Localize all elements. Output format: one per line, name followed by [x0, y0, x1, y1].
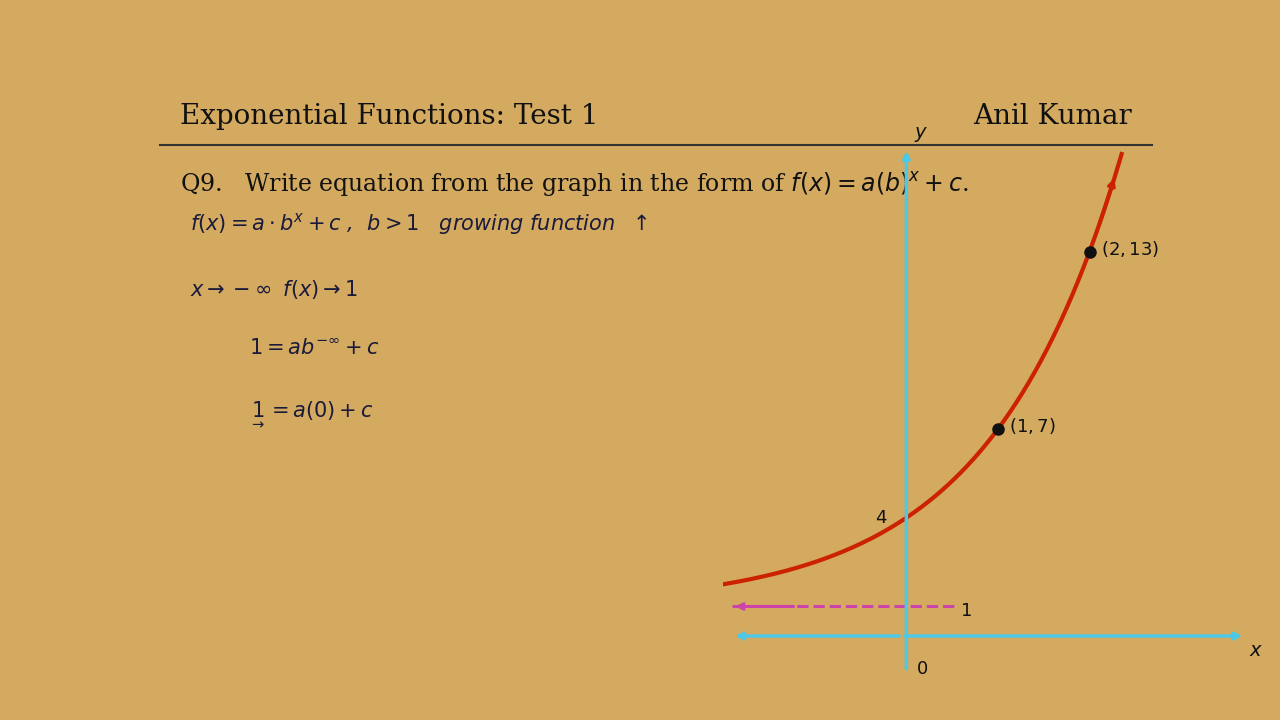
Text: Anil Kumar: Anil Kumar	[973, 103, 1132, 130]
Text: $1 = ab^{-\infty} + c$: $1 = ab^{-\infty} + c$	[250, 338, 380, 359]
Text: 1: 1	[961, 602, 973, 620]
Text: $(2, 13)$: $(2, 13)$	[1101, 238, 1158, 258]
Text: x: x	[1249, 642, 1261, 660]
Text: 4: 4	[874, 509, 886, 527]
Text: $x \to -\infty \;\; f(x) \to 1$: $x \to -\infty \;\; f(x) \to 1$	[189, 278, 357, 301]
Text: Q9.   Write equation from the graph in the form of $f(x) = a(b)^x + c$.: Q9. Write equation from the graph in the…	[179, 169, 969, 199]
Text: $(1, 7)$: $(1, 7)$	[1009, 416, 1056, 436]
Text: y: y	[914, 123, 925, 142]
Text: Exponential Functions: Test 1: Exponential Functions: Test 1	[179, 103, 598, 130]
Text: 0: 0	[918, 660, 928, 678]
Text: $f(x) = a \cdot b^x + c$ ,  $b > 1$   growing function  $\uparrow$: $f(x) = a \cdot b^x + c$ , $b > 1$ growi…	[189, 211, 648, 237]
Text: $\underset{\rightarrow}{1} = a(0) + c$: $\underset{\rightarrow}{1} = a(0) + c$	[250, 400, 374, 429]
